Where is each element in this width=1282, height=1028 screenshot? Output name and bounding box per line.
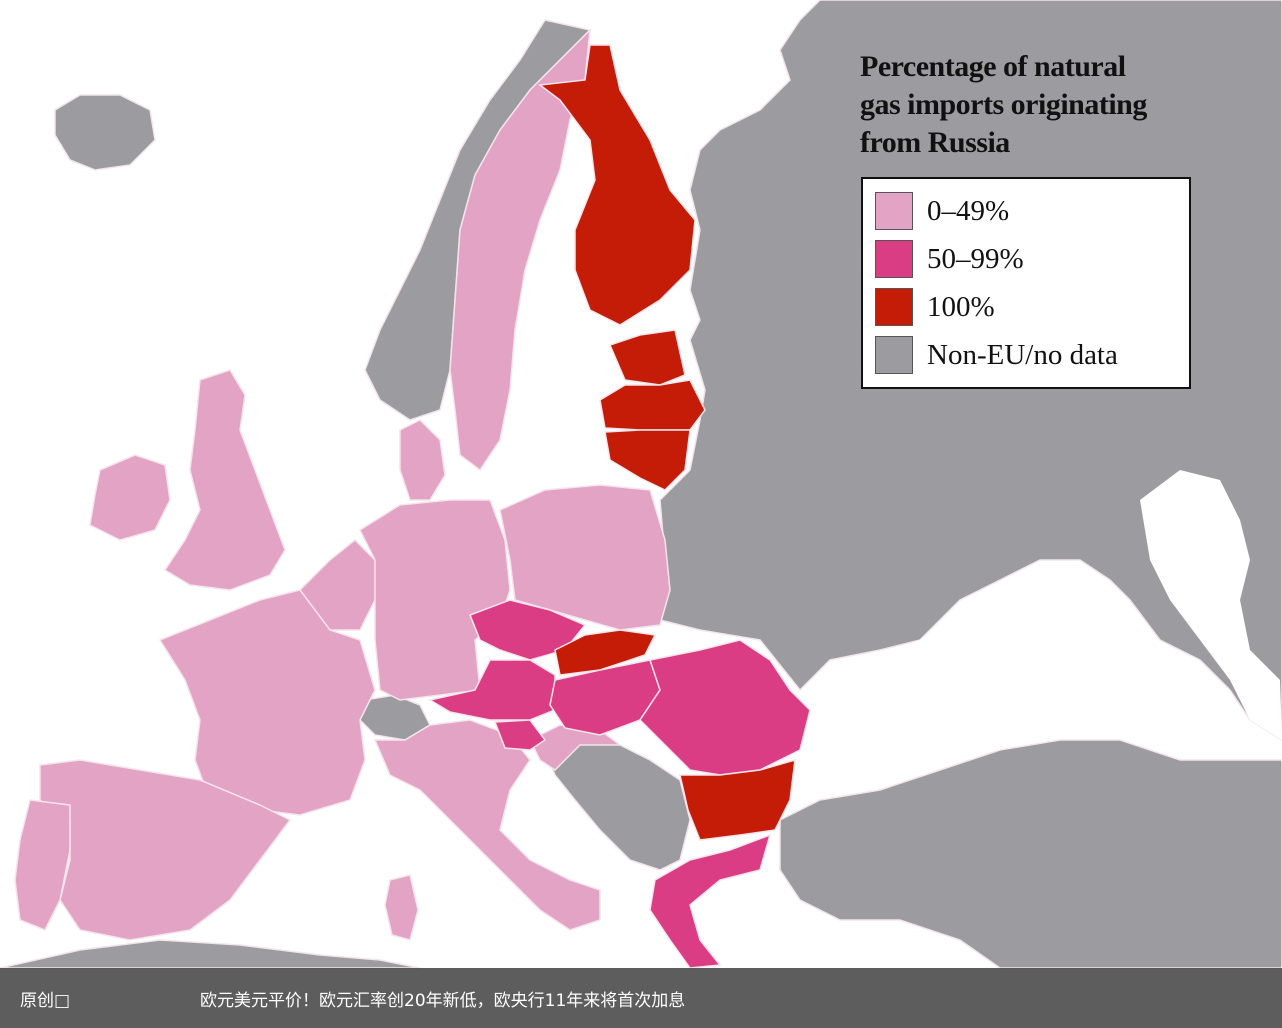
non-eu-iceland bbox=[54, 94, 156, 171]
caption-tag: 原创□ bbox=[20, 991, 71, 1011]
legend-item-low: 0–49% bbox=[875, 191, 1009, 231]
caption-text[interactable]: 欧元美元平价！欧元汇率创20年新低，欧央行11年来将首次加息 bbox=[200, 991, 686, 1011]
non-eu-north-africa bbox=[0, 939, 421, 969]
region-portugal bbox=[14, 799, 71, 931]
legend-label-low: 0–49% bbox=[927, 194, 1010, 227]
legend-swatch-low bbox=[875, 192, 913, 230]
legend-title-line-2: gas imports originating bbox=[860, 88, 1147, 121]
legend-item-non-eu: Non-EU/no data bbox=[875, 335, 1118, 375]
region-denmark bbox=[399, 419, 446, 501]
legend-item-full: 100% bbox=[875, 287, 995, 327]
legend-item-mid: 50–99% bbox=[875, 239, 1024, 279]
legend-swatch-non-eu bbox=[875, 336, 913, 374]
legend-label-mid: 50–99% bbox=[927, 242, 1024, 275]
region-ireland bbox=[89, 454, 171, 541]
region-sardinia bbox=[384, 874, 419, 941]
legend-swatch-mid bbox=[875, 240, 913, 278]
region-latvia bbox=[599, 379, 706, 431]
region-uk bbox=[163, 369, 286, 591]
legend-swatch-full bbox=[875, 288, 913, 326]
legend-title-line-1: Percentage of natural bbox=[860, 50, 1126, 83]
region-sweden bbox=[449, 27, 591, 472]
region-lithuania bbox=[604, 429, 691, 491]
region-france bbox=[158, 589, 376, 816]
region-estonia bbox=[608, 329, 686, 386]
region-bulgaria bbox=[679, 758, 796, 841]
region-romania bbox=[639, 639, 811, 776]
non-eu-caspian-coast bbox=[1140, 470, 1282, 740]
legend-label-non-eu: Non-EU/no data bbox=[927, 338, 1118, 371]
legend-title-line-3: from Russia bbox=[860, 126, 1010, 159]
region-poland bbox=[499, 484, 671, 631]
region-greece bbox=[649, 833, 772, 969]
non-eu-turkey bbox=[779, 739, 1282, 969]
black-sea bbox=[800, 590, 1090, 800]
caption-bar: 原创□ 欧元美元平价！欧元汇率创20年新低，欧央行11年来将首次加息 bbox=[0, 968, 1282, 1028]
region-slovakia bbox=[554, 629, 657, 676]
legend-label-full: 100% bbox=[927, 290, 995, 323]
region-slovenia bbox=[493, 719, 547, 751]
legend-box: 0–49% 50–99% 100% Non-EU/no data bbox=[861, 177, 1191, 389]
region-germany bbox=[359, 499, 511, 701]
region-finland bbox=[538, 44, 696, 326]
legend-title: Percentage of natural gas imports origin… bbox=[860, 48, 1260, 162]
region-italy bbox=[373, 719, 601, 931]
